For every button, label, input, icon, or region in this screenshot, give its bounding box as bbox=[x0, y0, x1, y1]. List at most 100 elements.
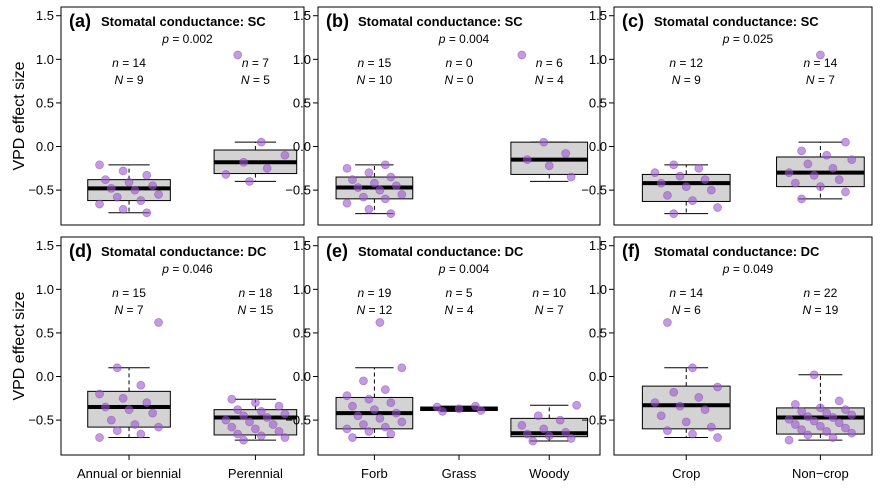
N-label: N = 4 bbox=[444, 303, 473, 317]
n-label: n = 18 bbox=[239, 286, 273, 300]
data-point bbox=[784, 414, 794, 424]
panel-letter: (e) bbox=[326, 241, 348, 261]
x-category-label: Forb bbox=[361, 466, 388, 481]
data-point bbox=[348, 433, 357, 442]
data-point bbox=[154, 422, 163, 432]
data-point bbox=[476, 406, 486, 415]
y-tick-label: 1.0 bbox=[589, 52, 607, 67]
data-point bbox=[101, 402, 110, 412]
group-1: n = 0 N = 0 bbox=[444, 56, 473, 87]
N-label: N = 9 bbox=[115, 73, 144, 87]
data-point bbox=[112, 192, 122, 202]
p-value: p = 0.004 bbox=[438, 262, 490, 276]
data-point bbox=[274, 427, 284, 436]
data-point bbox=[274, 401, 284, 411]
x-category-label: Grass bbox=[442, 466, 477, 481]
N-label: N = 0 bbox=[444, 73, 473, 87]
data-point bbox=[797, 146, 807, 156]
data-point bbox=[669, 209, 679, 219]
panel-letter: (f) bbox=[622, 241, 640, 261]
data-point bbox=[95, 433, 104, 442]
y-tick-label: 0.5 bbox=[36, 95, 54, 110]
data-point bbox=[681, 182, 691, 192]
y-tick-label: −0.5 bbox=[285, 413, 311, 428]
data-point bbox=[380, 385, 390, 395]
data-point bbox=[663, 426, 672, 435]
data-point bbox=[675, 171, 685, 181]
data-point bbox=[364, 204, 374, 214]
y-tick-label: 1.5 bbox=[36, 8, 54, 23]
data-point bbox=[227, 394, 237, 404]
group-0: n = 15 N = 7 Annual or biennial bbox=[77, 286, 181, 481]
data-point bbox=[239, 411, 248, 421]
y-tick-label: 1.5 bbox=[293, 238, 311, 253]
y-tick-label: −0.5 bbox=[28, 183, 54, 198]
data-point bbox=[822, 427, 832, 436]
data-point bbox=[555, 415, 565, 425]
data-point bbox=[533, 411, 543, 421]
data-point bbox=[136, 429, 146, 439]
data-point bbox=[803, 430, 813, 440]
data-point bbox=[561, 427, 571, 437]
group-1: n = 5 N = 4 Grass bbox=[420, 286, 498, 481]
data-point bbox=[706, 422, 716, 432]
data-point bbox=[522, 429, 532, 439]
x-category-label: Crop bbox=[672, 466, 700, 481]
data-point bbox=[386, 429, 396, 439]
y-tick-label: 0.0 bbox=[293, 139, 311, 154]
data-point bbox=[142, 398, 152, 408]
data-point bbox=[239, 435, 248, 445]
data-point bbox=[106, 183, 116, 193]
group-0: n = 14 N = 9 bbox=[87, 56, 171, 218]
n-label: n = 22 bbox=[804, 286, 838, 300]
N-label: N = 15 bbox=[238, 303, 274, 317]
data-point bbox=[95, 199, 104, 209]
data-point bbox=[245, 417, 254, 427]
data-point bbox=[544, 431, 554, 441]
data-point bbox=[834, 175, 844, 185]
data-point bbox=[106, 415, 116, 425]
data-point bbox=[342, 391, 352, 401]
data-point bbox=[130, 185, 140, 195]
data-point bbox=[245, 176, 254, 186]
data-point bbox=[364, 427, 374, 436]
y-tick-label: 0.0 bbox=[589, 139, 607, 154]
y-tick-label: 1.0 bbox=[36, 282, 54, 297]
data-point bbox=[675, 401, 685, 411]
data-point bbox=[784, 168, 794, 178]
data-point bbox=[256, 431, 266, 441]
data-point bbox=[681, 417, 691, 427]
data-point bbox=[375, 318, 385, 327]
panel-title: Stomatal conductance: DC bbox=[358, 244, 524, 259]
data-point bbox=[706, 185, 716, 195]
N-label: N = 4 bbox=[535, 73, 564, 87]
data-point bbox=[816, 403, 825, 413]
x-category-label: Non−crop bbox=[792, 466, 849, 481]
N-label: N = 7 bbox=[806, 73, 835, 87]
panel-frame bbox=[613, 6, 873, 226]
y-tick-label: 0.5 bbox=[293, 95, 311, 110]
data-point bbox=[359, 420, 368, 429]
data-point bbox=[136, 196, 146, 205]
data-point bbox=[713, 203, 722, 212]
data-point bbox=[650, 398, 660, 408]
panel-letter: (b) bbox=[326, 11, 349, 31]
n-label: n = 19 bbox=[358, 286, 392, 300]
panel-title: Stomatal conductance: DC bbox=[654, 244, 820, 259]
p-value: p = 0.002 bbox=[161, 32, 213, 46]
panel-f: −0.5 0.0 0.5 1.0 1.5 (f) Stomatal conductance:… bbox=[581, 236, 873, 481]
data-point bbox=[280, 150, 290, 160]
panel-letter: (a) bbox=[69, 11, 91, 31]
data-point bbox=[364, 168, 374, 178]
data-point bbox=[262, 163, 272, 173]
x-category-label: Perennial bbox=[228, 466, 283, 481]
y-tick-label: 0.0 bbox=[36, 139, 54, 154]
data-point bbox=[95, 389, 104, 399]
data-point bbox=[397, 363, 407, 373]
data-point bbox=[809, 416, 819, 426]
y-tick-label: −0.5 bbox=[285, 183, 311, 198]
data-point bbox=[221, 415, 231, 425]
y-tick-label: 0.0 bbox=[293, 369, 311, 384]
data-point bbox=[124, 405, 134, 415]
